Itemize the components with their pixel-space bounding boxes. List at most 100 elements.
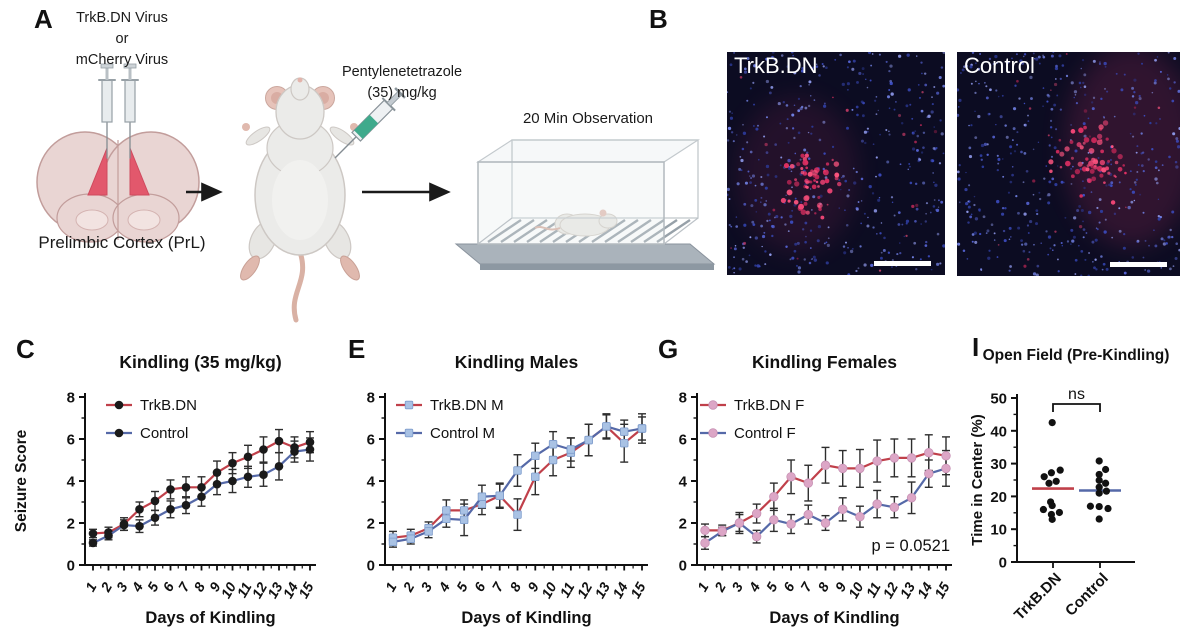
svg-text:Kindling (35 mg/kg): Kindling (35 mg/kg): [119, 352, 281, 372]
svg-text:Control: Control: [1062, 570, 1112, 620]
legend: TrkB.DN M Control M: [396, 397, 504, 442]
ns-annotation: ns: [1068, 386, 1085, 403]
svg-text:6: 6: [780, 579, 798, 594]
series-Control: [88, 445, 315, 548]
svg-text:2: 2: [679, 516, 687, 533]
svg-text:3: 3: [417, 579, 435, 594]
svg-text:TrkB.DN: TrkB.DN: [140, 397, 197, 414]
svg-text:11: 11: [233, 579, 254, 600]
observation-chamber-illustration: [454, 139, 716, 270]
svg-text:15: 15: [295, 579, 317, 601]
observation-caption: 20 Min Observation: [522, 110, 654, 127]
svg-text:6: 6: [367, 432, 375, 449]
group-TrkB.DN: [1032, 419, 1074, 523]
legend: TrkB.DN F Control F: [700, 397, 804, 442]
svg-text:10: 10: [845, 579, 867, 601]
svg-text:10: 10: [990, 522, 1007, 539]
svg-text:Kindling Females: Kindling Females: [752, 352, 897, 372]
svg-text:5: 5: [763, 579, 781, 594]
svg-text:1: 1: [382, 579, 400, 594]
svg-text:Seizure Score: Seizure Score: [13, 429, 30, 532]
injection-syringe-icon: [334, 87, 406, 159]
svg-text:14: 14: [914, 579, 936, 601]
svg-text:15: 15: [931, 579, 953, 601]
svg-text:40: 40: [990, 423, 1007, 440]
svg-text:4: 4: [435, 579, 453, 595]
svg-text:4: 4: [745, 579, 763, 595]
svg-text:4: 4: [128, 579, 146, 595]
svg-text:TrkB.DN F: TrkB.DN F: [734, 397, 804, 414]
svg-text:7: 7: [489, 578, 507, 594]
series-Control M: [388, 422, 647, 547]
panel-label-a: A: [34, 4, 53, 34]
svg-text:5: 5: [453, 579, 471, 594]
mouse-illustration: [240, 77, 360, 323]
svg-text:13: 13: [591, 579, 613, 601]
brain-illustration: [36, 131, 200, 243]
svg-text:8: 8: [814, 579, 832, 594]
svg-text:TrkB.DN M: TrkB.DN M: [430, 397, 504, 414]
scale-bar: [874, 261, 931, 266]
svg-text:20: 20: [990, 489, 1007, 506]
svg-text:6: 6: [471, 579, 489, 594]
svg-text:8: 8: [367, 390, 375, 407]
svg-text:2: 2: [97, 579, 115, 595]
panel-label-c: C: [16, 334, 35, 364]
legend: TrkB.DN Control: [106, 397, 197, 442]
brain-caption: Prelimbic Cortex (PrL): [38, 233, 206, 252]
svg-text:2: 2: [67, 516, 75, 533]
svg-text:50: 50: [990, 391, 1007, 408]
injection-site-left: [87, 147, 108, 196]
svg-text:12: 12: [248, 579, 270, 601]
svg-text:30: 30: [990, 456, 1007, 473]
svg-text:6: 6: [679, 432, 687, 449]
micrograph-trkbdn-image: [727, 52, 945, 275]
svg-text:Days of Kindling: Days of Kindling: [461, 609, 591, 627]
svg-text:14: 14: [609, 579, 631, 601]
svg-text:Kindling Males: Kindling Males: [455, 352, 579, 372]
panel-label-e: E: [348, 334, 366, 364]
svg-text:Time in Center (%): Time in Center (%): [969, 414, 986, 545]
experiment-schematic: [36, 63, 716, 323]
svg-text:12: 12: [879, 579, 901, 601]
drug-caption: Pentylenetetrazole (35) mg/kg: [317, 62, 487, 104]
svg-text:11: 11: [556, 579, 577, 600]
virus-caption-line1: TrkB.DN Virus: [76, 10, 168, 26]
svg-text:Control M: Control M: [430, 425, 495, 442]
svg-text:1: 1: [694, 579, 712, 594]
svg-text:2: 2: [711, 579, 729, 595]
svg-text:11: 11: [863, 579, 884, 600]
svg-text:Days of Kindling: Days of Kindling: [769, 609, 899, 627]
micrograph-control-image: [957, 52, 1180, 276]
virus-caption-line3: mCherry Virus: [75, 52, 169, 69]
drug-caption-line2: (35) mg/kg: [367, 85, 437, 102]
svg-text:Open Field (Pre-Kindling): Open Field (Pre-Kindling): [983, 347, 1170, 364]
svg-text:0: 0: [367, 558, 375, 575]
injection-site-right: [129, 147, 150, 196]
micrograph-label-control: Control: [964, 53, 1035, 78]
svg-text:8: 8: [679, 390, 687, 407]
micrograph-trkbdn: TrkB.DN: [727, 52, 945, 275]
micrograph-label-trkbdn: TrkB.DN: [734, 53, 818, 78]
svg-text:0: 0: [999, 555, 1007, 572]
svg-text:10: 10: [217, 579, 239, 601]
svg-text:4: 4: [367, 474, 376, 491]
svg-text:p = 0.0521: p = 0.0521: [872, 537, 950, 555]
virus-syringes-icon: [98, 63, 139, 159]
svg-text:12: 12: [574, 579, 596, 601]
svg-text:10: 10: [538, 579, 560, 601]
svg-text:2: 2: [367, 516, 375, 533]
svg-text:15: 15: [627, 579, 649, 601]
micrograph-control: Control: [957, 52, 1180, 276]
svg-text:TrkB.DN: TrkB.DN: [1011, 570, 1065, 624]
error-bars: [701, 434, 950, 550]
scale-bar: [1110, 262, 1167, 267]
svg-text:Control: Control: [140, 425, 188, 442]
svg-text:8: 8: [67, 390, 75, 407]
virus-caption: TrkB.DN Virus or mCherry Virus: [52, 8, 192, 71]
